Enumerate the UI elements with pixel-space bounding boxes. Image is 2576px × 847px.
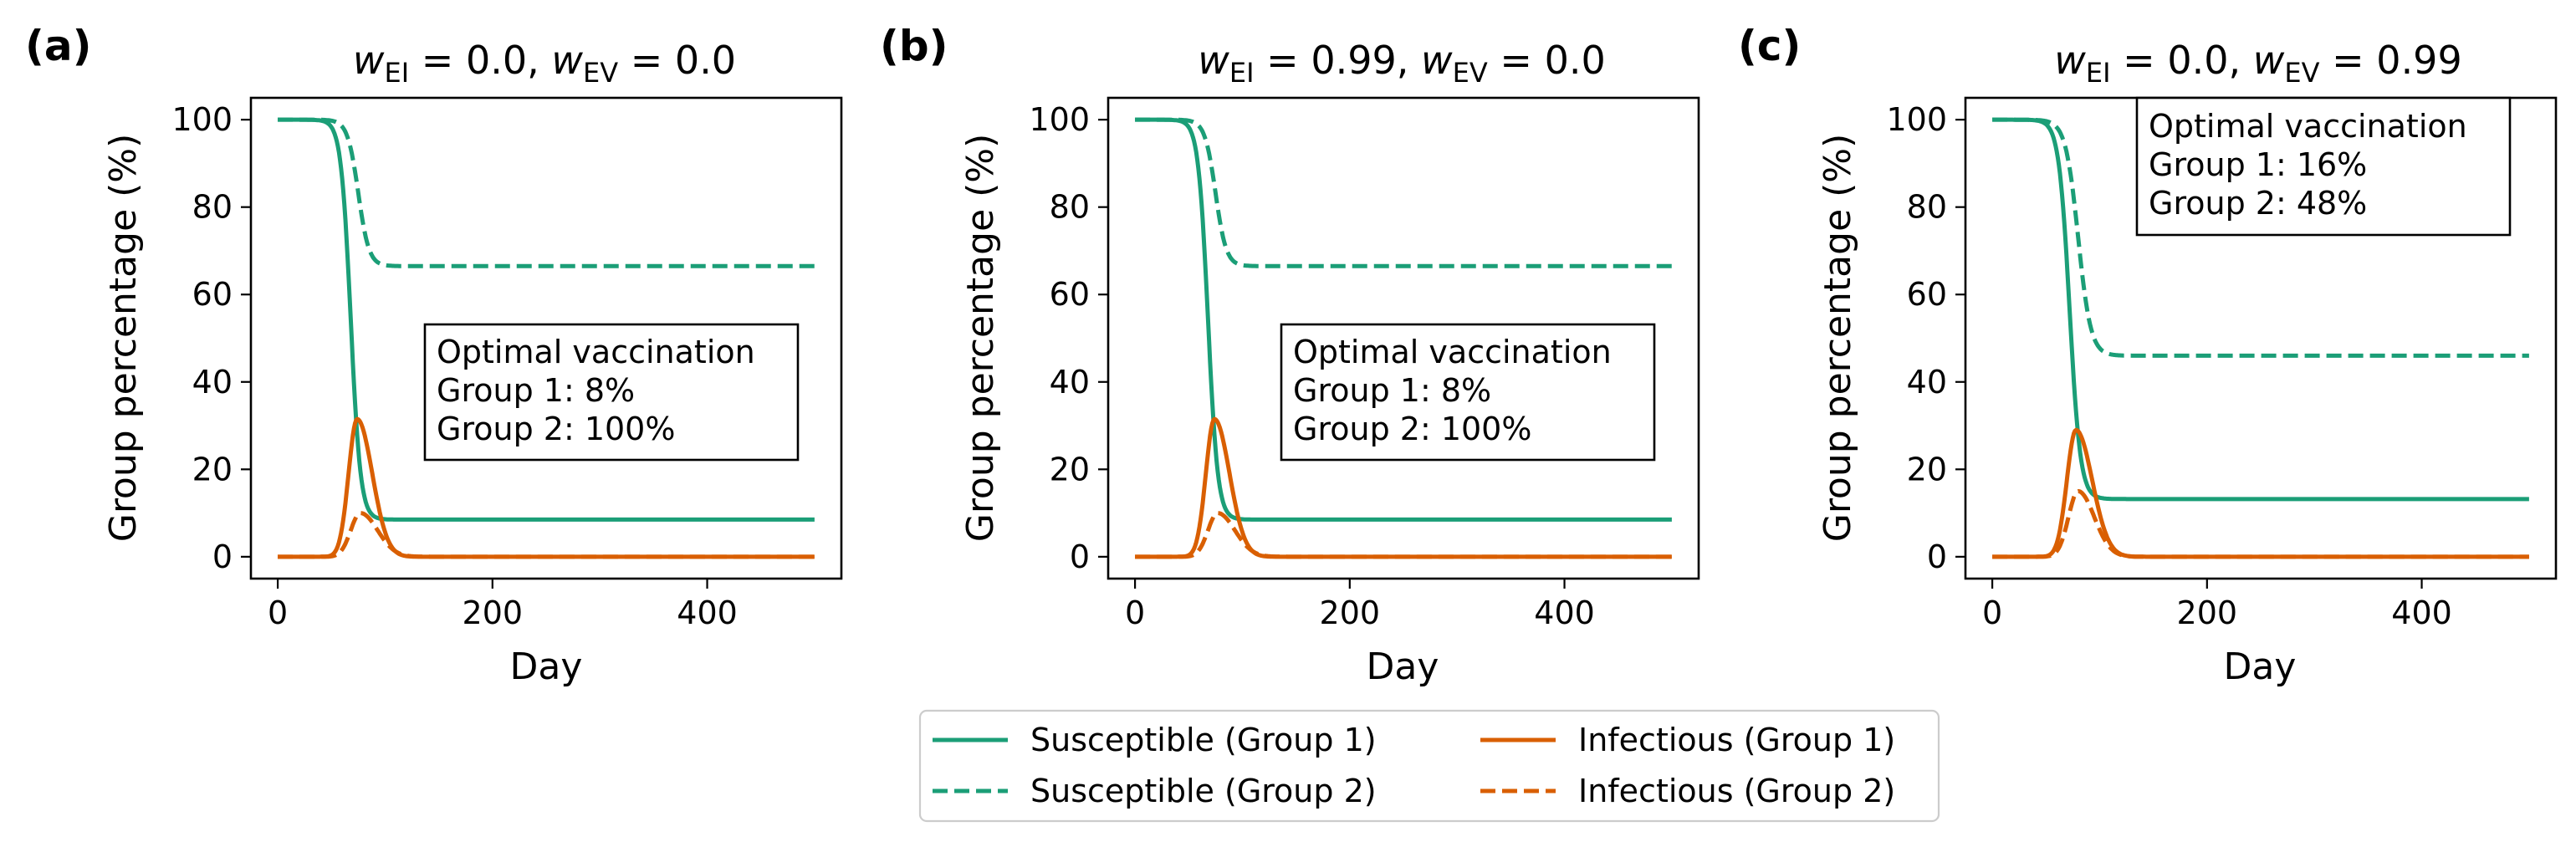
ticks-b: 0 200 400 0 20 40 60 80 100 bbox=[1029, 101, 1594, 631]
y-tick-label-c-40: 40 bbox=[1907, 364, 1947, 401]
y-tick-label-a-100: 100 bbox=[171, 101, 233, 138]
annotation-line-2-a: Group 1: 8% bbox=[437, 372, 635, 409]
annotation-a: Optimal vaccination Group 1: 8% Group 2:… bbox=[423, 323, 800, 462]
y-tick-label-b-80: 80 bbox=[1050, 189, 1090, 226]
series-susceptible-group-2-c bbox=[1991, 117, 2531, 358]
axes-frame-b bbox=[1107, 96, 1700, 580]
y-tick-label-b-0: 0 bbox=[1070, 538, 1090, 575]
x-axis-label-a: Day bbox=[510, 645, 583, 688]
x-tick-label-c-0: 0 bbox=[1982, 594, 2002, 631]
title-a-w-ei: 0.0 bbox=[466, 38, 527, 83]
title-a-w-ev: 0.0 bbox=[675, 38, 736, 83]
y-tick-label-b-20: 20 bbox=[1050, 451, 1090, 487]
x-tick-label-a-200: 200 bbox=[463, 594, 524, 631]
series-susceptible-group-1-a bbox=[276, 117, 816, 522]
x-axis-label-c: Day bbox=[2224, 645, 2297, 688]
ticks-c: 0 200 400 0 20 40 60 80 100 bbox=[1886, 101, 2451, 631]
y-tick-label-c-100: 100 bbox=[1886, 101, 1947, 138]
title-c-w-ei: 0.0 bbox=[2167, 38, 2228, 83]
annotation-line-3-a: Group 2: 100% bbox=[437, 411, 675, 447]
legend-label-susceptible-group-2: Susceptible (Group 2) bbox=[1030, 773, 1377, 809]
panel-label-a: (a) bbox=[25, 22, 91, 70]
y-tick-label-c-0: 0 bbox=[1927, 538, 1947, 575]
x-tick-label-a-400: 400 bbox=[677, 594, 738, 631]
panel-title-a: wEI = 0.0, wEV = 0.0 bbox=[353, 38, 736, 89]
title-c-w-ev: 0.99 bbox=[2376, 38, 2461, 83]
panel-title-b: wEI = 0.99, wEV = 0.0 bbox=[1198, 38, 1605, 89]
y-tick-label-a-40: 40 bbox=[192, 364, 233, 401]
legend-label-infectious-group-1: Infectious (Group 1) bbox=[1578, 722, 1895, 758]
annotation-line-3-b: Group 2: 100% bbox=[1293, 411, 1531, 447]
series-infectious-group-2-c bbox=[1991, 489, 2531, 559]
annotation-line-3-c: Group 2: 48% bbox=[2149, 185, 2367, 222]
x-tick-label-c-200: 200 bbox=[2177, 594, 2238, 631]
legend-box bbox=[918, 709, 1940, 823]
annotation-box-c bbox=[2135, 96, 2512, 237]
series-susceptible-group-2-b bbox=[1133, 117, 1674, 268]
title-b-w-ev: 0.0 bbox=[1545, 38, 1606, 83]
annotation-line-2-b: Group 1: 8% bbox=[1293, 372, 1491, 409]
axes-frame-a bbox=[249, 96, 843, 580]
series-susceptible-group-1-b bbox=[1133, 117, 1674, 522]
annotation-box-a bbox=[423, 323, 800, 462]
panel-title-c: wEI = 0.0, wEV = 0.99 bbox=[2054, 38, 2461, 89]
plot-area-c bbox=[1991, 117, 2531, 559]
y-tick-label-c-80: 80 bbox=[1907, 189, 1947, 226]
title-b-w-ei: 0.99 bbox=[1311, 38, 1396, 83]
x-tick-label-c-400: 400 bbox=[2391, 594, 2452, 631]
x-tick-label-b-400: 400 bbox=[1534, 594, 1595, 631]
y-axis-label-c: Group percentage (%) bbox=[1817, 134, 1859, 543]
annotation-line-2-c: Group 1: 16% bbox=[2149, 146, 2367, 183]
series-infectious-group-2-b bbox=[1133, 511, 1674, 559]
y-axis-label-b: Group percentage (%) bbox=[959, 134, 1002, 543]
series-susceptible-group-2-a bbox=[276, 117, 816, 268]
y-tick-label-a-80: 80 bbox=[192, 189, 233, 226]
legend-label-infectious-group-2: Infectious (Group 2) bbox=[1578, 773, 1895, 809]
y-tick-label-b-40: 40 bbox=[1050, 364, 1090, 401]
panel-c: (c) wEI = 0.0, wEV = 0.99 Day Group perc… bbox=[1738, 22, 2558, 688]
panel-a: (a) wEI = 0.0, wEV = 0.0 Day Group perce… bbox=[25, 22, 843, 688]
x-tick-label-b-200: 200 bbox=[1320, 594, 1381, 631]
y-tick-label-b-100: 100 bbox=[1029, 101, 1090, 138]
y-tick-label-c-20: 20 bbox=[1907, 451, 1947, 487]
y-tick-label-a-20: 20 bbox=[192, 451, 233, 487]
y-tick-label-a-60: 60 bbox=[192, 276, 233, 313]
plot-area-b bbox=[1133, 117, 1674, 559]
x-axis-label-b: Day bbox=[1367, 645, 1439, 688]
annotation-line-1-b: Optimal vaccination bbox=[1293, 334, 1612, 370]
plot-area-a bbox=[276, 117, 816, 559]
y-tick-label-a-0: 0 bbox=[212, 538, 233, 575]
x-tick-label-a-0: 0 bbox=[268, 594, 288, 631]
annotation-line-1-c: Optimal vaccination bbox=[2149, 108, 2467, 145]
panel-label-b: (b) bbox=[880, 22, 948, 70]
series-infectious-group-2-a bbox=[276, 511, 816, 559]
annotation-box-b bbox=[1280, 323, 1656, 462]
annotation-b: Optimal vaccination Group 1: 8% Group 2:… bbox=[1280, 323, 1656, 462]
y-tick-label-b-60: 60 bbox=[1050, 276, 1090, 313]
series-susceptible-group-1-c bbox=[1991, 117, 2531, 502]
panel-label-c: (c) bbox=[1738, 22, 1801, 70]
legend-label-susceptible-group-1: Susceptible (Group 1) bbox=[1030, 722, 1377, 758]
annotation-c: Optimal vaccination Group 1: 16% Group 2… bbox=[2135, 96, 2512, 237]
legend: Susceptible (Group 1) Susceptible (Group… bbox=[918, 709, 1940, 823]
y-axis-label-a: Group percentage (%) bbox=[102, 134, 145, 543]
ticks-a: 0 200 400 0 20 40 60 80 100 bbox=[171, 101, 737, 631]
annotation-line-1-a: Optimal vaccination bbox=[437, 334, 755, 370]
x-tick-label-b-0: 0 bbox=[1125, 594, 1145, 631]
panel-b: (b) wEI = 0.99, wEV = 0.0 Day Group perc… bbox=[880, 22, 1700, 688]
y-tick-label-c-60: 60 bbox=[1907, 276, 1947, 313]
